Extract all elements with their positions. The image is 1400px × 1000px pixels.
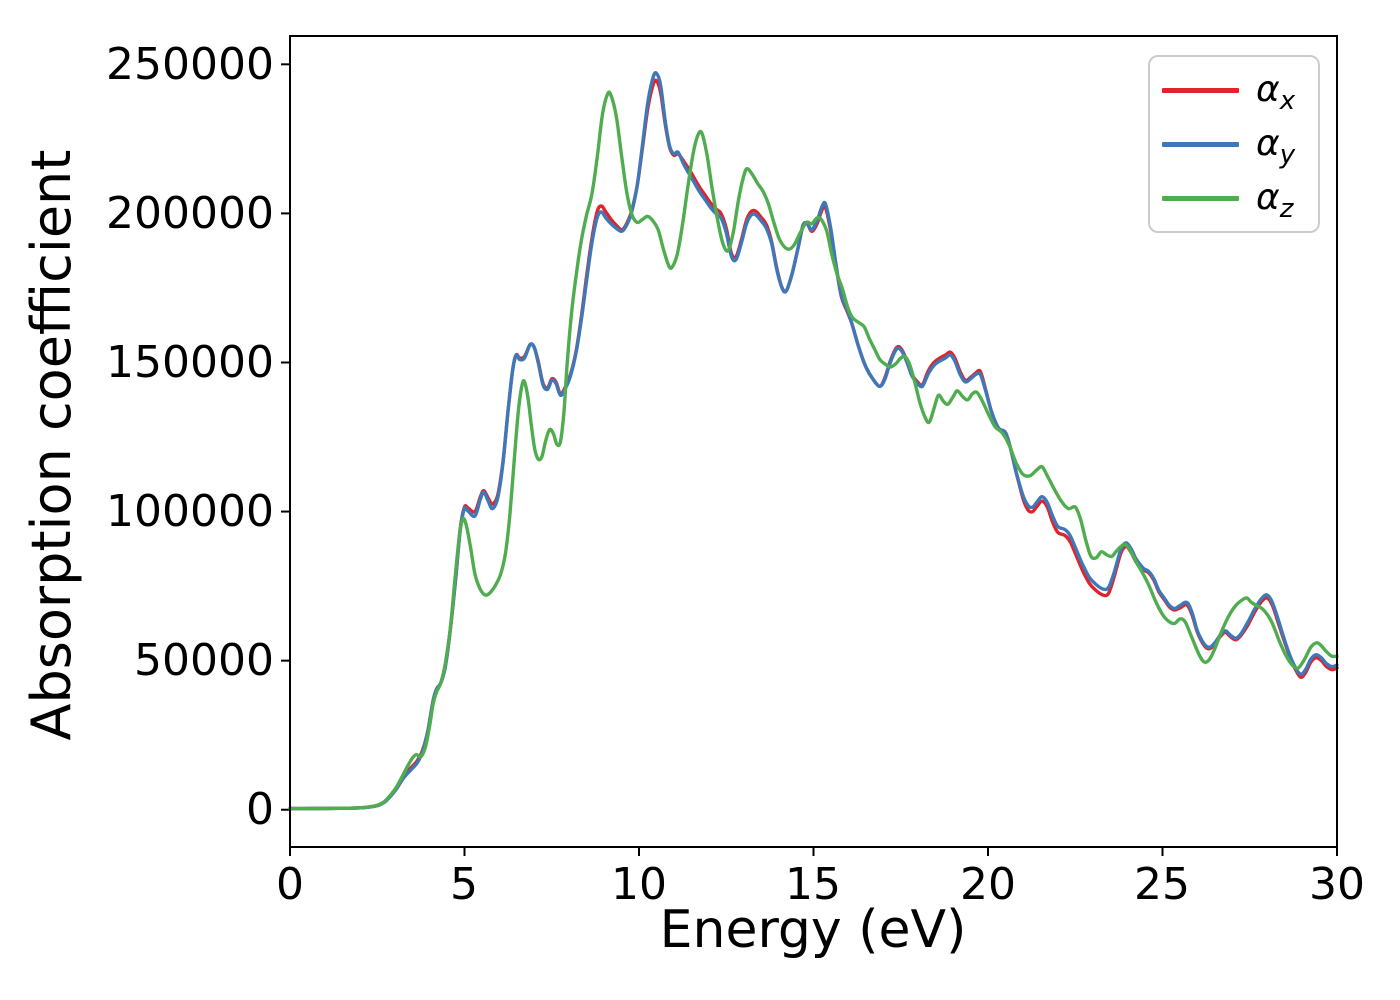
x-tick-label: 15 [785, 859, 841, 910]
curve-alpha-y [288, 71, 1339, 811]
legend-label-alpha-z: αz [1256, 177, 1294, 225]
legend: αx αy αz [1148, 55, 1320, 233]
y-tick-label: 50000 [134, 635, 274, 686]
x-tick-label: 25 [1134, 859, 1190, 910]
x-tick-label: 30 [1309, 859, 1365, 910]
legend-line-swatch-green [1162, 195, 1239, 201]
x-tick-label: 5 [450, 859, 478, 910]
legend-item-alpha-z: αz [1150, 173, 1318, 223]
legend-label-alpha-y: αy [1256, 123, 1296, 171]
x-axis-label: Energy (eV) [659, 900, 967, 960]
x-tick-label: 0 [276, 859, 304, 910]
legend-line-swatch-blue [1162, 141, 1239, 147]
y-tick-label: 0 [246, 784, 274, 835]
x-tick-label: 10 [611, 859, 667, 910]
y-tick-label: 150000 [106, 337, 274, 388]
y-tick-label: 100000 [106, 486, 274, 537]
legend-line-swatch-red [1162, 87, 1239, 93]
curves [288, 71, 1339, 811]
curve-alpha-z [288, 90, 1339, 811]
legend-label-alpha-x: αx [1256, 69, 1296, 117]
x-tick-label: 20 [960, 859, 1016, 910]
legend-item-alpha-y: αy [1150, 119, 1318, 169]
axis-ticks [281, 63, 1338, 856]
legend-item-alpha-x: αx [1150, 65, 1318, 115]
y-axis-label: Absorption coefficient [20, 149, 83, 741]
y-tick-label: 250000 [106, 39, 274, 90]
y-tick-label: 200000 [106, 188, 274, 239]
plot-frame [289, 35, 1338, 848]
